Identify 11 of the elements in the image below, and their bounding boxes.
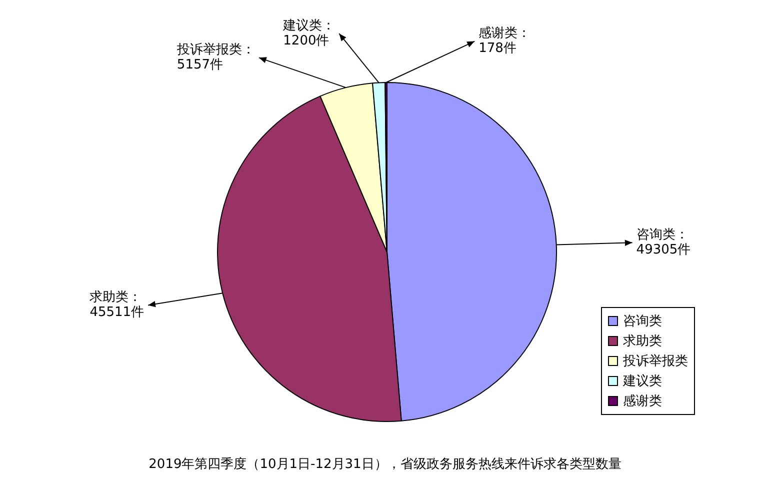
text: 2019年第四季度（10月1日-12月31日），省级政务服务热线来件诉求各类型数量 bbox=[148, 456, 622, 473]
legend-label: 感谢类 bbox=[623, 393, 662, 410]
data-label: 感谢类： 178件 bbox=[478, 26, 531, 56]
data-label: 求助类： 45511件 bbox=[90, 290, 144, 320]
data-label: 咨询类： 49305件 bbox=[636, 228, 691, 258]
legend-label: 建议类 bbox=[623, 373, 662, 390]
data-label: 建议类： 1200件 bbox=[282, 18, 336, 48]
legend-label: 咨询类 bbox=[623, 313, 662, 330]
legend-label: 投诉举报类 bbox=[623, 353, 688, 370]
legend-label: 求助类 bbox=[623, 333, 662, 350]
data-label: 投诉举报类： 5157件 bbox=[176, 42, 255, 73]
